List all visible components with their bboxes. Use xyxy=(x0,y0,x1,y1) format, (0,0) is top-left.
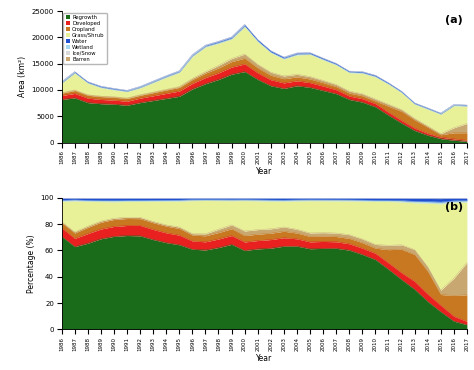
X-axis label: Year: Year xyxy=(256,167,273,176)
X-axis label: Year: Year xyxy=(256,354,273,363)
Y-axis label: Area (km²): Area (km²) xyxy=(18,56,27,97)
Legend: Regrowth, Developed, Cropland, Grass/Shrub, Water, Wetland, Ice/Snow, Barren: Regrowth, Developed, Cropland, Grass/Shr… xyxy=(63,13,107,64)
Text: (a): (a) xyxy=(445,15,463,25)
Text: (b): (b) xyxy=(445,202,463,212)
Y-axis label: Percentage (%): Percentage (%) xyxy=(27,234,36,293)
